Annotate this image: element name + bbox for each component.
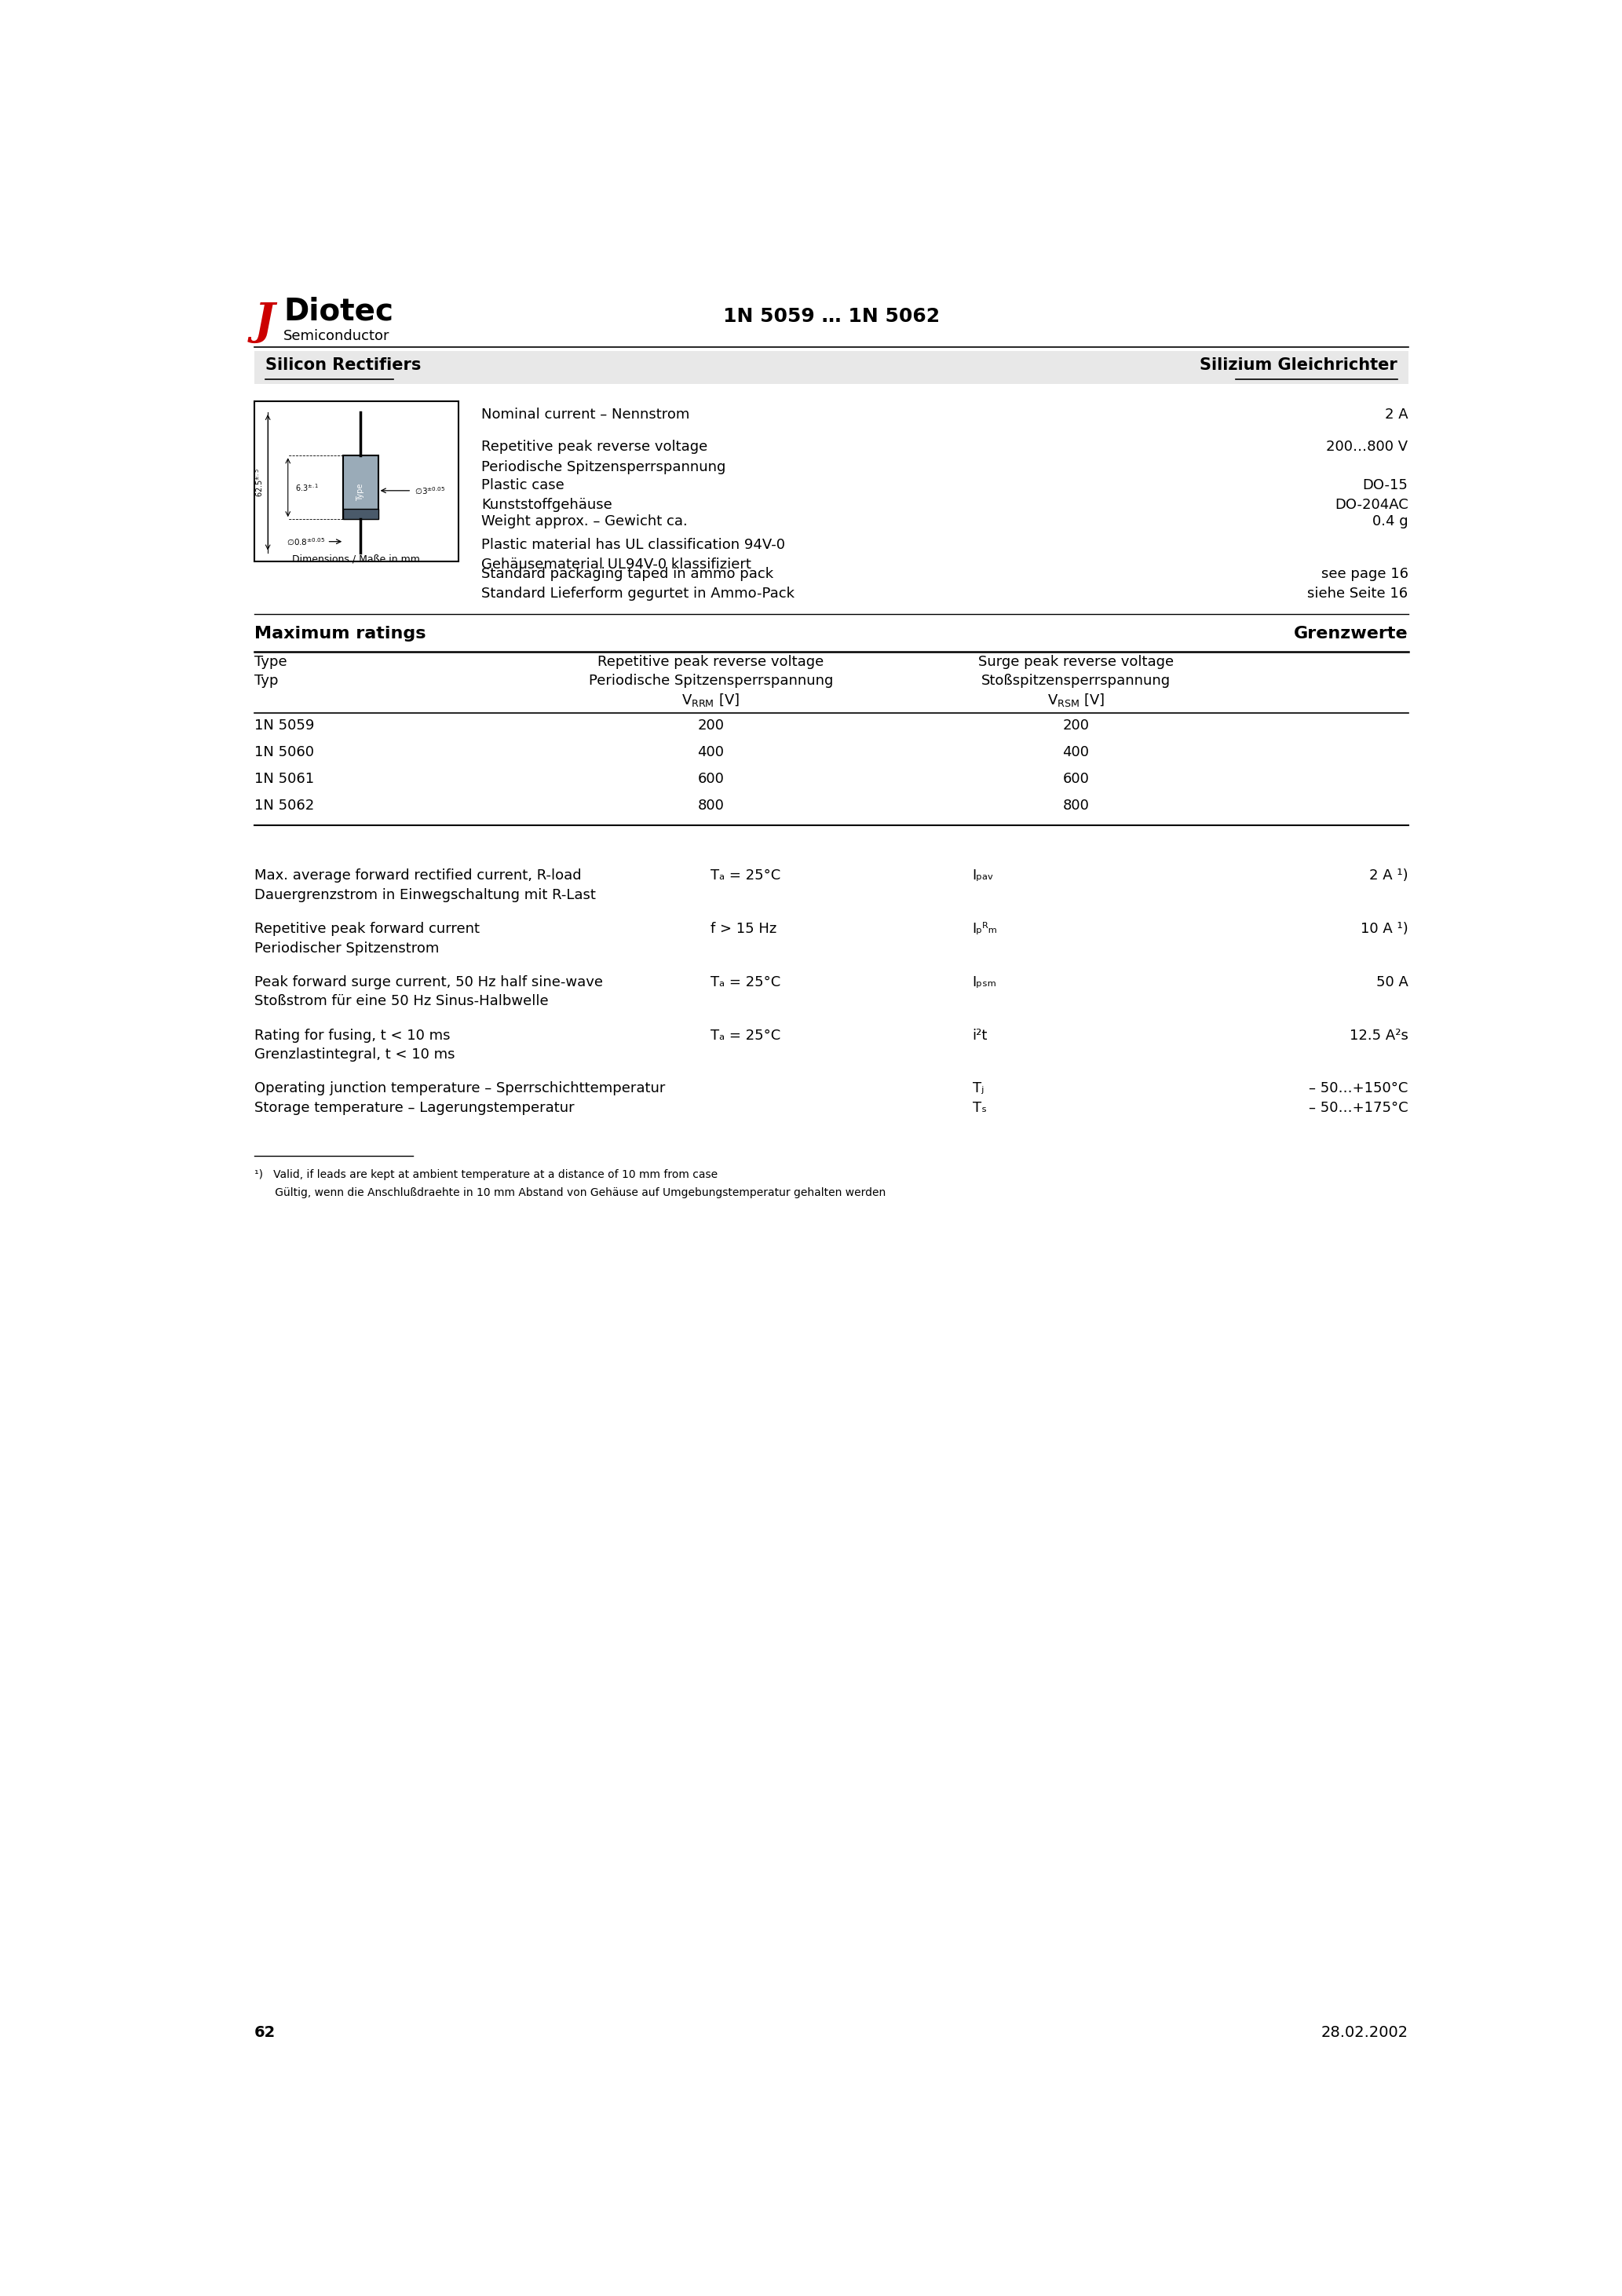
Text: 50 A: 50 A (1375, 976, 1408, 990)
Text: 600: 600 (697, 771, 723, 785)
Text: $\varnothing$3$^{\pm 0.05}$: $\varnothing$3$^{\pm 0.05}$ (415, 484, 446, 496)
Text: Stoßstrom für eine 50 Hz Sinus-Halbwelle: Stoßstrom für eine 50 Hz Sinus-Halbwelle (255, 994, 548, 1008)
Text: Plastic material has UL classification 94V-0: Plastic material has UL classification 9… (482, 537, 785, 551)
Text: 0.4 g: 0.4 g (1372, 514, 1408, 528)
Text: Storage temperature – Lagerungstemperatur: Storage temperature – Lagerungstemperatu… (255, 1100, 574, 1116)
Text: Silicon Rectifiers: Silicon Rectifiers (266, 358, 422, 372)
Text: Kunststoffgehäuse: Kunststoffgehäuse (482, 498, 613, 512)
Text: Plastic case: Plastic case (482, 478, 564, 491)
Text: 200: 200 (1062, 719, 1090, 732)
Text: Maximum ratings: Maximum ratings (255, 627, 427, 643)
Text: DO-15: DO-15 (1362, 478, 1408, 491)
Text: Tₛ: Tₛ (973, 1100, 986, 1116)
Text: Grenzwerte: Grenzwerte (1294, 627, 1408, 643)
Text: Tⱼ: Tⱼ (973, 1081, 983, 1095)
Text: Type: Type (357, 484, 365, 501)
Text: ¹)   Valid, if leads are kept at ambient temperature at a distance of 10 mm from: ¹) Valid, if leads are kept at ambient t… (255, 1169, 719, 1180)
Text: Tₐ = 25°C: Tₐ = 25°C (710, 1029, 780, 1042)
Text: 200…800 V: 200…800 V (1327, 441, 1408, 455)
Text: Repetitive peak reverse voltage: Repetitive peak reverse voltage (597, 654, 824, 670)
Text: Dimensions / Maße in mm: Dimensions / Maße in mm (292, 553, 420, 565)
Text: Dauergrenzstrom in Einwegschaltung mit R-Last: Dauergrenzstrom in Einwegschaltung mit R… (255, 889, 595, 902)
Text: Operating junction temperature – Sperrschichttemperatur: Operating junction temperature – Sperrsc… (255, 1081, 665, 1095)
Text: Weight approx. – Gewicht ca.: Weight approx. – Gewicht ca. (482, 514, 688, 528)
Text: DO-204AC: DO-204AC (1335, 498, 1408, 512)
Text: Surge peak reverse voltage: Surge peak reverse voltage (978, 654, 1174, 670)
Text: 2 A: 2 A (1385, 406, 1408, 422)
Text: – 50…+175°C: – 50…+175°C (1309, 1100, 1408, 1116)
Bar (255, 402, 459, 563)
Text: 1N 5062: 1N 5062 (255, 799, 315, 813)
Text: Stoßspitzensperrspannung: Stoßspitzensperrspannung (981, 673, 1171, 687)
Text: Standard Lieferform gegurtet in Ammo-Pack: Standard Lieferform gegurtet in Ammo-Pac… (482, 588, 795, 602)
Text: Grenzlastintegral, t < 10 ms: Grenzlastintegral, t < 10 ms (255, 1047, 456, 1061)
Text: 600: 600 (1062, 771, 1088, 785)
Text: 28.02.2002: 28.02.2002 (1320, 2025, 1408, 2041)
Text: Silizium Gleichrichter: Silizium Gleichrichter (1200, 358, 1397, 372)
Text: 62.5$^{\pm .5}$: 62.5$^{\pm .5}$ (255, 468, 264, 496)
Text: 1N 5059 … 1N 5062: 1N 5059 … 1N 5062 (723, 308, 939, 326)
Text: 1N 5059: 1N 5059 (255, 719, 315, 732)
Text: Periodische Spitzensperrspannung: Periodische Spitzensperrspannung (589, 673, 834, 687)
Text: Typ: Typ (255, 673, 279, 687)
Text: 400: 400 (1062, 746, 1090, 760)
Text: Periodischer Spitzenstrom: Periodischer Spitzenstrom (255, 941, 440, 955)
Text: 1N 5061: 1N 5061 (255, 771, 315, 785)
Text: 1N 5060: 1N 5060 (255, 746, 315, 760)
Text: see page 16: see page 16 (1320, 567, 1408, 581)
Text: f > 15 Hz: f > 15 Hz (710, 923, 777, 937)
Text: Rating for fusing, t < 10 ms: Rating for fusing, t < 10 ms (255, 1029, 451, 1042)
Text: Standard packaging taped in ammo pack: Standard packaging taped in ammo pack (482, 567, 774, 581)
Text: Semiconductor: Semiconductor (284, 328, 389, 342)
Text: Peak forward surge current, 50 Hz half sine-wave: Peak forward surge current, 50 Hz half s… (255, 976, 603, 990)
Text: Periodische Spitzensperrspannung: Periodische Spitzensperrspannung (482, 459, 727, 473)
Text: Iₚₛₘ: Iₚₛₘ (973, 976, 998, 990)
Text: Gehäusematerial UL94V-0 klassifiziert: Gehäusematerial UL94V-0 klassifiziert (482, 558, 751, 572)
Text: 2 A ¹): 2 A ¹) (1369, 868, 1408, 882)
Text: $\varnothing$0.8$^{\pm 0.05}$: $\varnothing$0.8$^{\pm 0.05}$ (287, 537, 324, 546)
Text: Diotec: Diotec (284, 296, 394, 326)
Text: 400: 400 (697, 746, 723, 760)
Text: Iₚₐᵥ: Iₚₐᵥ (973, 868, 994, 882)
Text: V$_{\mathregular{RSM}}$ [V]: V$_{\mathregular{RSM}}$ [V] (1048, 691, 1105, 707)
Text: – 50…+150°C: – 50…+150°C (1309, 1081, 1408, 1095)
Text: Repetitive peak reverse voltage: Repetitive peak reverse voltage (482, 441, 707, 455)
Text: Max. average forward rectified current, R-load: Max. average forward rectified current, … (255, 868, 582, 882)
Text: Repetitive peak forward current: Repetitive peak forward current (255, 923, 480, 937)
Text: 62: 62 (255, 2025, 276, 2041)
Text: 12.5 A²s: 12.5 A²s (1350, 1029, 1408, 1042)
Bar (342, 455, 378, 519)
Text: 10 A ¹): 10 A ¹) (1361, 923, 1408, 937)
Bar (342, 510, 378, 519)
Text: Tₐ = 25°C: Tₐ = 25°C (710, 976, 780, 990)
Text: V$_{\mathregular{RRM}}$ [V]: V$_{\mathregular{RRM}}$ [V] (681, 691, 740, 707)
Text: Nominal current – Nennstrom: Nominal current – Nennstrom (482, 406, 689, 422)
Text: 800: 800 (697, 799, 723, 813)
Text: siehe Seite 16: siehe Seite 16 (1307, 588, 1408, 602)
Text: 6.3$^{\pm .1}$: 6.3$^{\pm .1}$ (295, 482, 320, 494)
Text: Iₚᴿₘ: Iₚᴿₘ (973, 923, 998, 937)
Text: i²t: i²t (973, 1029, 988, 1042)
Text: Gültig, wenn die Anschlußdraehte in 10 mm Abstand von Gehäuse auf Umgebungstempe: Gültig, wenn die Anschlußdraehte in 10 m… (255, 1187, 886, 1199)
Text: J: J (255, 301, 276, 344)
Text: 800: 800 (1062, 799, 1088, 813)
Text: Type: Type (255, 654, 287, 670)
Text: Tₐ = 25°C: Tₐ = 25°C (710, 868, 780, 882)
Bar (255, 351, 1408, 383)
Text: 200: 200 (697, 719, 723, 732)
